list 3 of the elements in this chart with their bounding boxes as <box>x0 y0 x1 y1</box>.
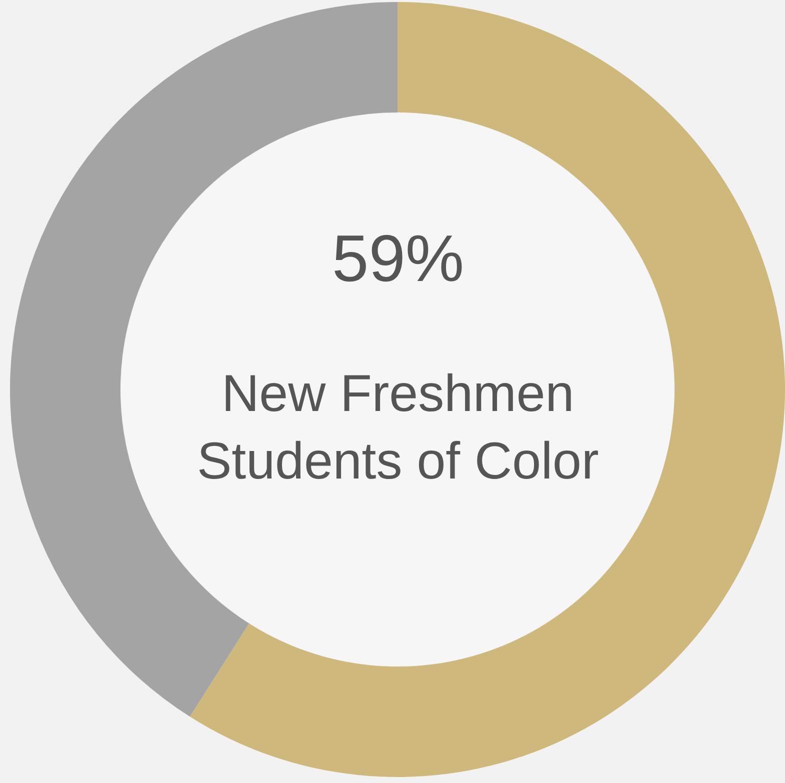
text: 59% <box>332 221 464 295</box>
text: New Freshmen Students of Color <box>197 365 599 491</box>
donut-slice <box>190 2 785 776</box>
